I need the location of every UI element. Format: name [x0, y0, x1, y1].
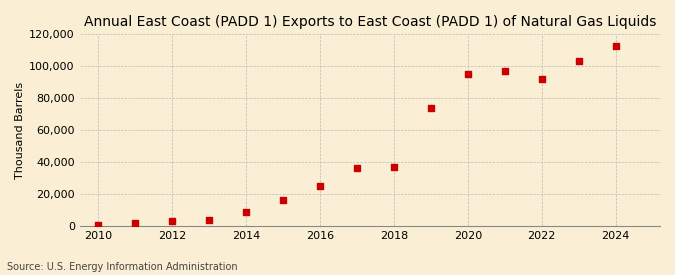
Point [425, 106, 436, 110]
Point [92, 223, 103, 227]
Point [204, 217, 215, 222]
Point [277, 198, 288, 203]
Text: Source: U.S. Energy Information Administration: Source: U.S. Energy Information Administ… [7, 262, 238, 272]
Point [167, 219, 178, 223]
Point [240, 209, 251, 214]
Point [130, 221, 140, 225]
Title: Annual East Coast (PADD 1) Exports to East Coast (PADD 1) of Natural Gas Liquids: Annual East Coast (PADD 1) Exports to Ea… [84, 15, 656, 29]
Point [462, 72, 473, 76]
Point [537, 77, 547, 81]
Point [352, 166, 362, 170]
Point [315, 184, 325, 188]
Point [500, 69, 510, 73]
Point [610, 43, 621, 48]
Y-axis label: Thousand Barrels: Thousand Barrels [15, 82, 25, 179]
Point [388, 165, 399, 169]
Point [573, 59, 584, 64]
